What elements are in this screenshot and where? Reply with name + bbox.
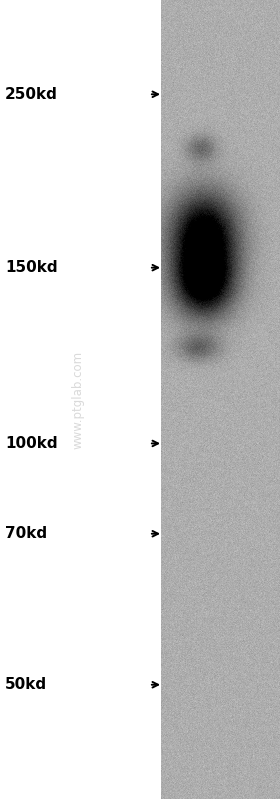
Text: www.ptglab.com: www.ptglab.com bbox=[72, 351, 85, 448]
Text: 100kd: 100kd bbox=[5, 436, 58, 451]
Text: 250kd: 250kd bbox=[5, 87, 58, 101]
Text: 50kd: 50kd bbox=[5, 678, 47, 692]
Text: 70kd: 70kd bbox=[5, 527, 47, 541]
Text: 150kd: 150kd bbox=[5, 260, 58, 275]
